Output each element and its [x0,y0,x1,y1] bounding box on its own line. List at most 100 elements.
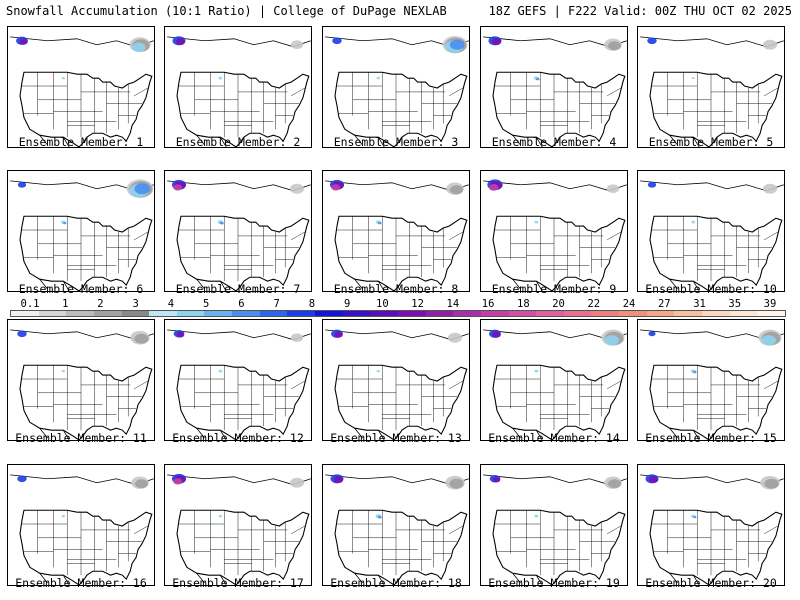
mexico-border [354,572,385,585]
legend-swatch [757,311,785,316]
snowfall-area [289,477,305,488]
snowfall-area [19,38,28,45]
legend-swatch [149,311,177,316]
chart-title: Snowfall Accumulation (10:1 Ratio) | Col… [6,4,447,18]
member-label: Ensemble Member: 13 [330,431,462,445]
legend-swatch [259,311,288,316]
snowfall-area [173,184,183,191]
snowfall-area [647,37,657,45]
mexico-border [669,134,700,147]
mexico-border [39,427,70,440]
canada-border [325,329,469,341]
us-outline [19,509,153,585]
snowfall-area [290,333,304,343]
state-border [449,380,463,390]
legend-label: 10 [376,298,389,310]
snowfall-area [377,515,382,519]
us-map [167,36,311,147]
member-label: Ensemble Member: 12 [172,431,304,445]
legend-label: 0.1 [20,298,40,310]
mexico-border [669,427,700,440]
snowfall-area [647,181,657,188]
legend-swatch [287,311,316,316]
snowfall-area [534,369,539,373]
us-map [325,474,469,585]
snowfall-area [17,181,27,188]
state-border [291,380,305,390]
ensemble-map-panel [7,319,155,441]
snowfall-area [63,222,67,225]
mexico-border [512,278,543,291]
ensemble-map-panel [164,464,312,586]
snowfall-area [17,330,27,338]
state-border [764,380,778,390]
member-label: Ensemble Member: 17 [172,576,304,590]
snowfall-area [290,40,304,50]
ensemble-map-panel [480,26,628,148]
run-info: 18Z GEFS | F222 Valid: 00Z THU OCT 02 20… [488,4,792,18]
us-outline [19,364,153,440]
snowfall-area [333,476,344,484]
mexico-border [39,134,70,147]
us-map [640,36,784,147]
legend-label: 24 [622,298,636,310]
legend-swatch [38,311,67,316]
ensemble-map-panel [164,170,312,292]
member-label: Ensemble Member: 4 [491,135,617,149]
ensemble-map-panel [322,26,470,148]
member-label: Ensemble Member: 16 [15,576,147,590]
legend-swatch [176,311,205,316]
snowfall-area [488,183,499,191]
member-label: Ensemble Member: 10 [645,282,777,296]
ensemble-map-panel [480,464,628,586]
snowfall-area [608,41,621,51]
member-label: Ensemble Member: 2 [175,135,301,149]
member-label: Ensemble Member: 19 [488,576,620,590]
snowfall-area [332,37,342,45]
legend-swatch [453,311,481,316]
state-border [607,87,621,97]
ensemble-map-panel [637,319,785,441]
legend-label: 12 [411,298,424,310]
snowfall-area [604,335,619,346]
snowfall-area [61,369,66,373]
us-map [640,180,784,291]
mexico-border [669,572,700,585]
snowfall-area [376,369,381,373]
canada-border [167,329,311,341]
state-border [449,231,463,241]
member-label: Ensemble Member: 8 [333,282,459,296]
legend-color-bar [10,310,786,317]
snowfall-area [606,184,620,194]
snowfall-area [491,38,502,46]
us-outline [492,215,626,291]
member-label: Ensemble Member: 20 [645,576,777,590]
mexico-border [196,572,227,585]
state-border [134,231,148,241]
state-border [764,87,778,97]
snowfall-area [447,332,463,343]
snowfall-area [449,478,464,489]
us-map [640,329,784,440]
legend-swatch [619,311,647,316]
ensemble-map-panel [480,170,628,292]
mexico-border [512,427,543,440]
legend-swatch [508,311,537,316]
state-border [607,231,621,241]
us-map [10,474,154,585]
us-map [10,36,154,147]
snowfall-area [450,185,463,195]
state-border [449,525,463,535]
snowfall-area [175,38,186,46]
mexico-border [196,278,227,291]
member-label: Ensemble Member: 18 [330,576,462,590]
legend-swatch [563,311,592,316]
us-map [483,329,627,440]
state-border [134,525,148,535]
us-map [640,474,784,585]
snowfall-area [218,369,223,373]
snowfall-legend: 0.1 1 2 3 4 5 6 7 8 9 10 12 14 16 18 20 22 24 27 31 35 39 [10,298,786,320]
legend-label: 2 [97,298,104,310]
legend-label: 39 [763,298,777,310]
snowfall-area [648,476,659,484]
